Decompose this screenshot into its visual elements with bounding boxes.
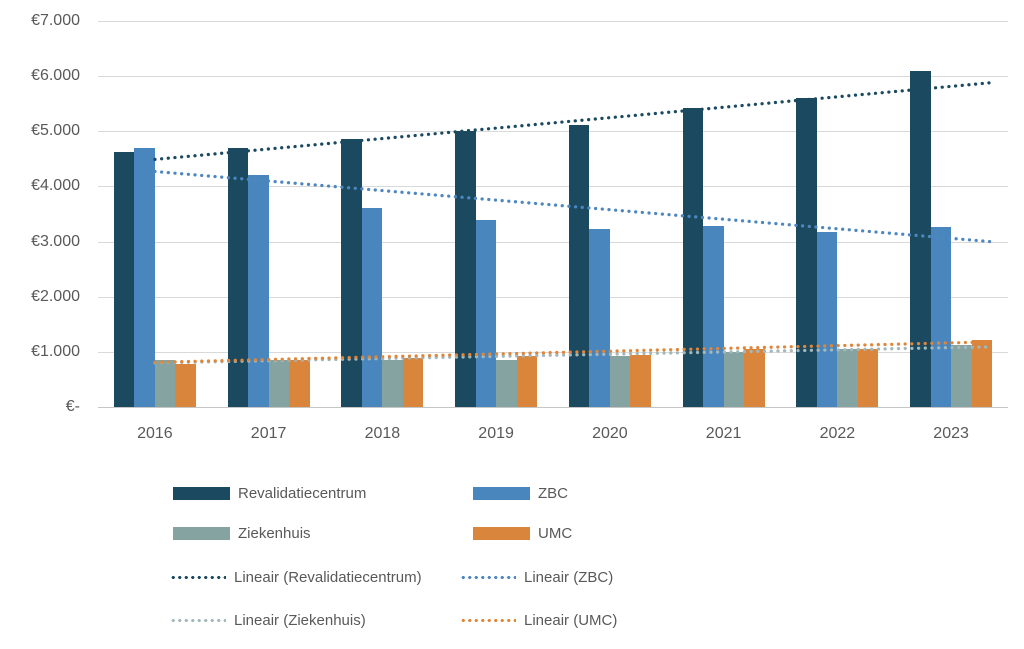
bar-revalidatiecentrum-2023 [910,70,931,407]
bar-zbc-2019 [475,219,497,407]
bar-zbc-2022 [816,231,838,407]
y-axis-tick-label: €2.000 [31,287,80,305]
bar-umc-2022 [857,349,879,407]
legend-color-swatch [173,487,230,500]
gridline [98,131,1008,133]
bar-ziekenhuis-2021 [723,352,745,407]
legend-item-lineair-umc-: Lineair (UMC) [460,612,617,629]
legend-color-swatch [173,527,230,540]
legend-label: ZBC [538,485,568,502]
gridline [98,296,1008,298]
bar-zbc-2021 [703,225,724,407]
legend-label: Lineair (Revalidatiecentrum) [234,569,422,586]
legend-item-umc: UMC [473,525,572,542]
y-axis-tick-label: €3.000 [31,232,80,250]
bar-ziekenhuis-2022 [837,348,858,407]
bar-zbc-2017 [248,174,269,407]
legend-dotted-line-swatch [460,618,516,623]
legend-label: Lineair (Ziekenhuis) [234,612,366,629]
y-axis-tick-label: €1.000 [31,342,80,360]
legend-dotted-line-swatch [170,575,226,580]
legend-dotted-line-swatch [170,618,226,623]
bar-revalidatiecentrum-2016 [113,151,135,407]
legend-item-ziekenhuis: Ziekenhuis [173,525,311,542]
legend-item-lineair-zbc-: Lineair (ZBC) [460,569,613,586]
bar-revalidatiecentrum-2019 [455,130,476,407]
bar-umc-2019 [516,356,538,407]
bar-revalidatiecentrum-2022 [796,98,817,407]
bar-umc-2018 [402,357,424,407]
bar-zbc-2018 [361,207,383,407]
gridline [98,21,1008,22]
legend-item-revalidatiecentrum: Revalidatiecentrum [173,485,366,502]
y-axis-tick-label: €6.000 [31,67,80,85]
bar-ziekenhuis-2017 [268,360,290,407]
x-axis-tick-label: 2017 [250,425,287,442]
bar-revalidatiecentrum-2020 [568,125,590,407]
bar-ziekenhuis-2023 [951,344,972,407]
x-axis-line [98,407,1008,408]
legend-label: Lineair (ZBC) [524,569,614,586]
legend-label: Lineair (UMC) [524,612,618,629]
x-axis-tick-label: 2023 [933,425,969,442]
bar-revalidatiecentrum-2017 [227,148,249,407]
x-axis-tick-label: 2020 [592,425,628,442]
y-axis-tick-label: €5.000 [31,122,80,140]
bar-revalidatiecentrum-2021 [682,108,704,407]
x-axis-tick-label: 2018 [364,425,401,442]
bar-revalidatiecentrum-2018 [341,138,362,407]
bar-ziekenhuis-2019 [496,359,517,407]
x-axis-tick-label: 2022 [819,425,856,442]
y-axis-tick-label: €7.000 [31,12,80,29]
legend-color-swatch [473,527,530,540]
legend-item-lineair-ziekenhuis-: Lineair (Ziekenhuis) [170,612,366,629]
y-axis-tick-label: €4.000 [31,177,80,195]
bar-umc-2016 [175,364,196,407]
legend-color-swatch [473,487,530,500]
bar-ziekenhuis-2018 [382,360,403,407]
legend-label: UMC [538,525,573,542]
bar-zbc-2016 [134,148,155,407]
legend-label: Ziekenhuis [238,525,311,542]
gridline [98,76,1008,78]
x-axis-tick-label: 2021 [705,425,742,442]
x-axis-tick-label: 2019 [478,425,514,442]
legend-item-zbc: ZBC [473,485,568,502]
bar-umc-2020 [630,354,651,407]
legend-dotted-line-swatch [460,575,516,580]
bar-zbc-2023 [930,226,952,407]
bar-ziekenhuis-2020 [609,355,631,407]
legend-item-lineair-revalidatiecentrum-: Lineair (Revalidatiecentrum) [170,569,422,586]
bar-ziekenhuis-2016 [154,360,176,407]
bar-umc-2023 [971,339,993,407]
legend-label: Revalidatiecentrum [238,485,367,502]
bar-umc-2017 [289,359,310,407]
bar-umc-2021 [744,349,765,407]
y-axis-tick-label: €- [65,398,80,415]
x-axis-tick-label: 2016 [137,425,173,442]
bar-zbc-2020 [589,228,610,407]
